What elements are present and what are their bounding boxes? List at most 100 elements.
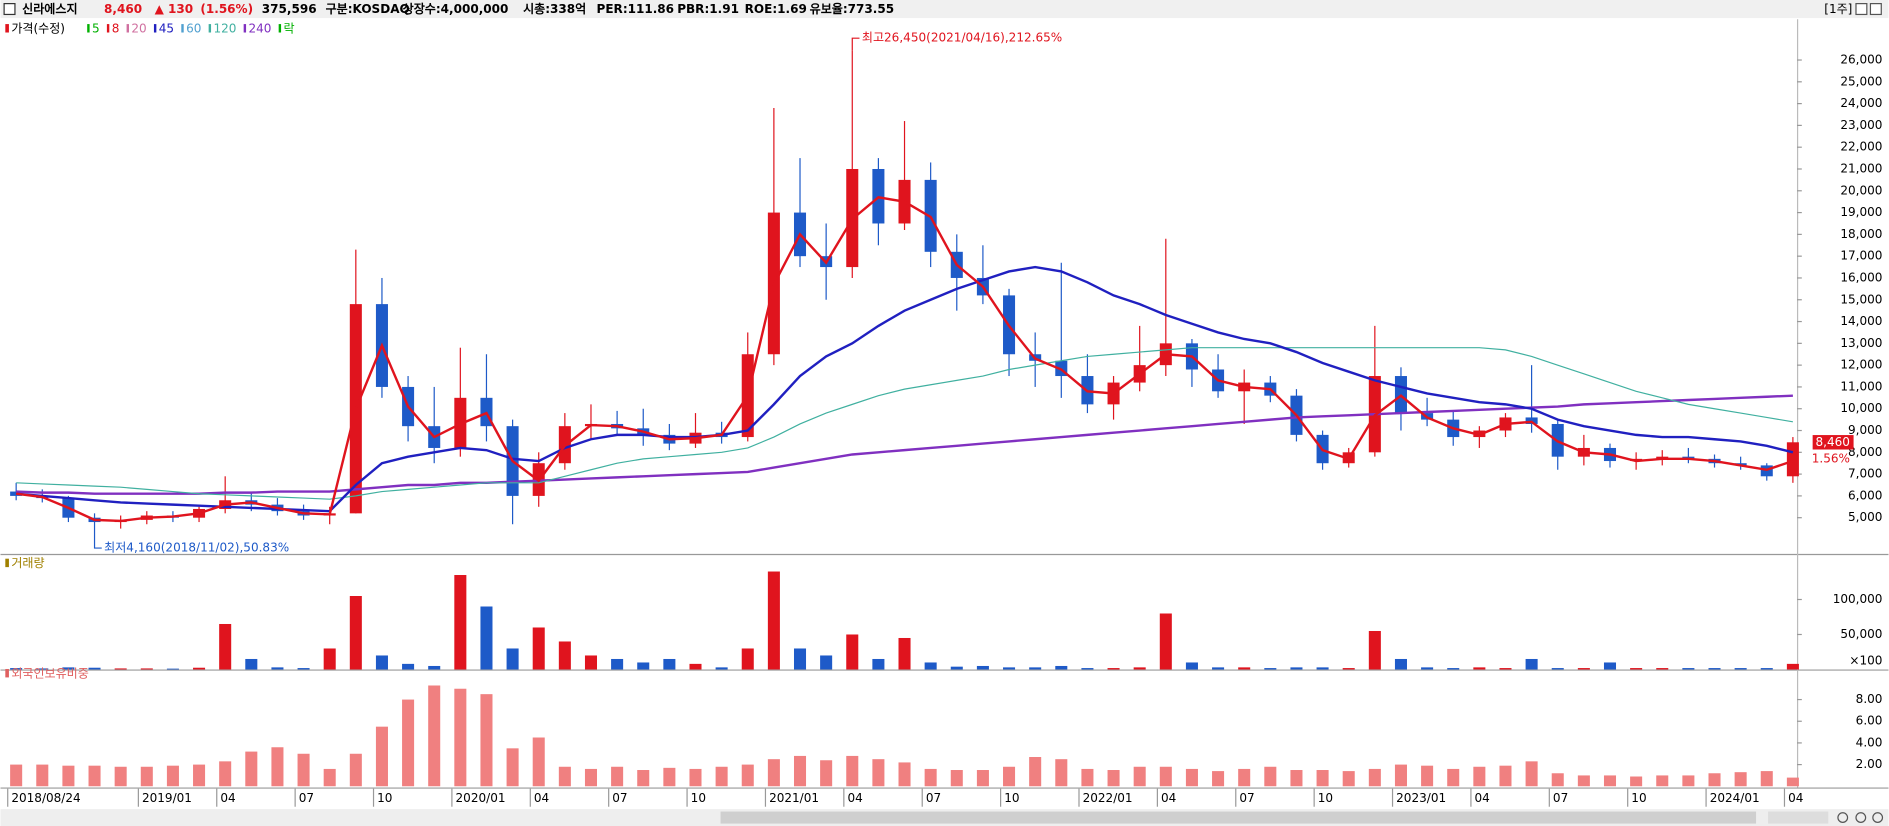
y-tick-label: 5,000 xyxy=(1848,510,1882,524)
bar xyxy=(1603,775,1617,787)
window-buttons xyxy=(1855,3,1882,16)
bar xyxy=(584,655,598,670)
bar xyxy=(1316,667,1329,670)
zoom-icon[interactable] xyxy=(1855,812,1867,823)
y-tick-label: 15,000 xyxy=(1840,292,1882,306)
bar xyxy=(846,755,859,787)
bar xyxy=(976,665,989,670)
bar xyxy=(140,668,153,670)
bar xyxy=(1107,770,1120,787)
per: PER:111.86 xyxy=(597,2,675,16)
bar xyxy=(1316,770,1329,787)
bar xyxy=(1055,665,1068,670)
legend-swatch xyxy=(278,24,282,33)
bar xyxy=(872,658,885,670)
market-cap: 시총:338억 xyxy=(523,1,586,16)
bar xyxy=(741,648,754,670)
legend-item: 45 xyxy=(159,21,174,35)
bar xyxy=(428,685,441,787)
x-tick-label: 10 xyxy=(1631,791,1646,805)
high-note: 최고26,450(2021/04/16),212.65% xyxy=(862,31,1062,45)
bar xyxy=(1447,668,1460,670)
scroll-thumb[interactable] xyxy=(720,811,1757,824)
bar xyxy=(741,764,754,787)
bar xyxy=(1264,668,1277,670)
header-bar xyxy=(0,0,1889,19)
x-tick-label: 04 xyxy=(1788,791,1803,805)
volume: 375,596 xyxy=(262,2,317,16)
x-tick-label: 10 xyxy=(1318,791,1333,805)
bar xyxy=(767,571,780,670)
legend-swatch xyxy=(153,24,157,33)
change-pct: (1.56%) xyxy=(200,2,253,16)
bar xyxy=(114,668,127,670)
candle-body xyxy=(1786,442,1799,477)
period[interactable]: [1주] xyxy=(1824,2,1852,16)
panel-swatch xyxy=(5,558,9,568)
bar xyxy=(1525,658,1538,670)
bar xyxy=(1081,768,1094,787)
low-note: 최저4,160(2018/11/02),50.83% xyxy=(104,541,289,555)
x-tick-label: 10 xyxy=(691,791,706,805)
bar xyxy=(402,699,415,787)
bar xyxy=(1238,667,1251,670)
bar xyxy=(793,648,807,670)
price: 8,460 xyxy=(104,2,142,16)
bar xyxy=(428,665,441,670)
bar xyxy=(36,668,49,670)
market: 구분:KOSDAQ xyxy=(326,2,410,16)
legend-item: 120 xyxy=(213,21,236,35)
close-button[interactable] xyxy=(1869,3,1882,16)
min-button[interactable] xyxy=(1855,3,1868,16)
x-tick-label: 2022/01 xyxy=(1083,791,1133,805)
checkbox[interactable] xyxy=(3,3,16,16)
bar xyxy=(532,737,545,787)
legend-item: 60 xyxy=(186,21,201,35)
bar xyxy=(1185,662,1198,670)
bar xyxy=(1473,667,1486,670)
y-tick-label: 13,000 xyxy=(1840,336,1882,350)
bar xyxy=(271,747,284,787)
bar xyxy=(245,658,258,670)
x-tick-label: 07 xyxy=(926,791,941,805)
bar xyxy=(663,658,676,670)
x-tick-label: 07 xyxy=(612,791,627,805)
bar xyxy=(1473,766,1486,787)
y-tick-label: 20,000 xyxy=(1840,183,1882,197)
bar xyxy=(950,770,963,787)
shares: 상장수:4,000,000 xyxy=(403,1,509,16)
bar xyxy=(271,667,284,670)
bar xyxy=(793,755,807,787)
note-arrow xyxy=(93,536,102,549)
bar xyxy=(1734,668,1747,670)
legend-item: 20 xyxy=(131,21,146,35)
bar xyxy=(62,667,75,670)
bar xyxy=(1029,667,1042,670)
bar xyxy=(1212,771,1225,787)
bar xyxy=(1499,668,1512,670)
bar xyxy=(36,764,49,787)
bar xyxy=(950,666,963,670)
zoom-icon[interactable] xyxy=(1872,812,1884,823)
bar xyxy=(1603,662,1617,670)
bar xyxy=(1760,771,1773,787)
x-tick-label: 2019/01 xyxy=(142,791,192,805)
reserve-ratio: 유보율:773.55 xyxy=(810,2,894,16)
legend-swatch xyxy=(5,24,9,33)
unit-label: ×100 xyxy=(1849,654,1882,668)
legend-title: 가격(수정) xyxy=(11,21,65,35)
bar xyxy=(715,766,728,787)
stock-name: 신라에스지 xyxy=(22,1,77,16)
bar xyxy=(1342,668,1355,670)
bar xyxy=(1577,775,1590,787)
bar xyxy=(1786,663,1799,670)
bar xyxy=(140,766,153,787)
x-tick-label: 2023/01 xyxy=(1396,791,1446,805)
bar xyxy=(1081,668,1094,670)
bar xyxy=(611,658,624,670)
x-tick-label: 04 xyxy=(220,791,235,805)
zoom-slider[interactable] xyxy=(1768,811,1829,824)
zoom-icon[interactable] xyxy=(1837,812,1849,823)
